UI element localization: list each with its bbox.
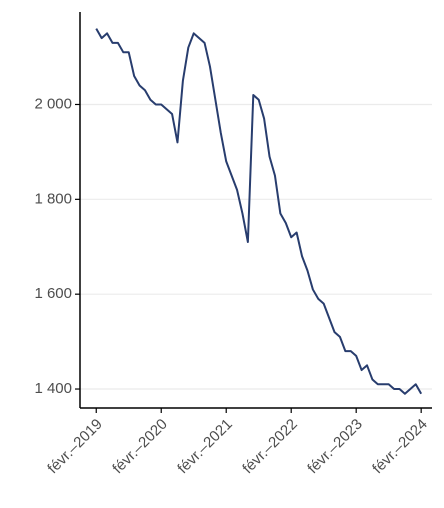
x-tick-label: févr.–2020	[109, 416, 171, 478]
x-tick-label: févr.–2019	[44, 416, 106, 478]
y-tick-label: 1 600	[34, 285, 72, 302]
x-tick-label: févr.–2022	[239, 416, 301, 478]
y-tick-label: 1 800	[34, 190, 72, 207]
x-tick-label: févr.–2023	[304, 416, 366, 478]
line	[95, 28, 423, 395]
x-tick-label: févr.–2021	[174, 416, 236, 478]
x-tick-label: févr.–2024	[369, 416, 431, 478]
y-tick-label: 2 000	[34, 95, 72, 112]
y-tick-label: 1 400	[34, 380, 72, 397]
